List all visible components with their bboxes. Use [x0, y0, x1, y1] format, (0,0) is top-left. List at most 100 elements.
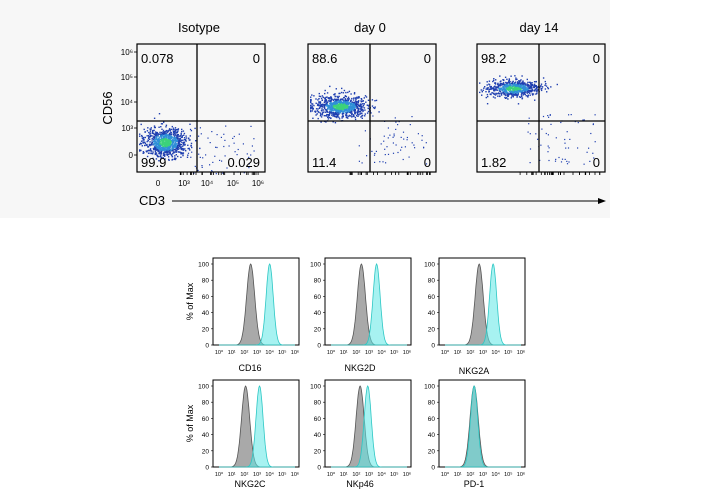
event-dot: [330, 104, 332, 107]
event-dot: [149, 130, 152, 132]
event-dot: [519, 96, 522, 98]
y-tick-label: 20: [202, 326, 210, 333]
event-dot: [529, 92, 531, 94]
event-dot: [324, 99, 326, 102]
event-dot: [142, 151, 145, 153]
event-dot: [167, 134, 170, 136]
event-dot: [353, 104, 355, 106]
x-tick-label: 10⁶: [403, 349, 411, 356]
x-tick-label: 10⁰: [327, 349, 336, 356]
event-dot: [502, 86, 504, 88]
event-dot: [361, 162, 363, 164]
event-dot: [151, 135, 153, 137]
event-dot: [144, 141, 146, 143]
event-dot: [523, 89, 526, 91]
event-dot: [222, 172, 224, 174]
event-dot: [541, 87, 543, 90]
event-dot: [314, 111, 317, 113]
event-dot: [353, 93, 356, 95]
event-dot: [545, 83, 547, 85]
event-dot: [338, 116, 340, 119]
event-dot: [183, 137, 186, 139]
event-dot: [525, 95, 527, 97]
event-dot: [322, 96, 324, 98]
event-dot: [535, 81, 537, 83]
dotplot-x-tick-label: 10⁵: [227, 179, 239, 188]
x-tick-label: 10⁶: [291, 471, 299, 478]
event-dot: [150, 150, 152, 152]
event-dot: [335, 112, 337, 115]
event-dot: [357, 115, 359, 117]
event-dot: [334, 95, 336, 98]
event-dot: [365, 101, 367, 103]
event-dot: [176, 137, 178, 139]
event-dot: [550, 123, 552, 125]
event-dot: [155, 145, 157, 147]
event-dot: [169, 152, 172, 155]
event-dot: [517, 87, 520, 89]
event-dot: [329, 85, 331, 88]
event-dot: [142, 141, 144, 143]
event-dot: [509, 89, 511, 92]
event-dot: [531, 93, 533, 95]
event-dot: [174, 155, 176, 157]
y-tick-label: 40: [202, 310, 210, 317]
event-dot: [320, 105, 323, 107]
event-dot: [414, 147, 416, 149]
event-dot: [517, 103, 520, 105]
event-dot: [326, 105, 328, 107]
y-tick-label: 20: [314, 448, 322, 455]
event-dot: [166, 147, 168, 149]
event-dot: [335, 113, 338, 116]
event-dot: [577, 147, 579, 149]
event-dot: [157, 134, 159, 136]
event-dot: [509, 93, 511, 95]
event-dot: [488, 89, 490, 91]
event-dot: [331, 107, 333, 110]
event-dot: [165, 143, 168, 145]
event-dot: [329, 111, 331, 114]
event-dot: [159, 136, 161, 138]
event-dot: [348, 103, 350, 105]
event-dot: [547, 115, 549, 117]
event-dot: [514, 90, 517, 92]
event-dot: [149, 138, 151, 140]
event-dot: [518, 80, 520, 82]
event-dot: [205, 154, 207, 156]
event-dot: [325, 96, 327, 99]
event-dot: [333, 93, 335, 96]
event-dot: [344, 95, 347, 97]
event-dot: [351, 97, 353, 100]
event-dot: [358, 160, 360, 162]
event-dot: [160, 146, 162, 148]
event-dot: [320, 116, 323, 118]
event-dot: [165, 130, 167, 132]
event-dot: [171, 149, 174, 151]
event-dot: [515, 94, 517, 96]
event-dot: [321, 114, 324, 116]
event-dot: [179, 151, 181, 153]
event-dot: [507, 80, 510, 82]
event-dot: [499, 81, 501, 83]
event-dot: [162, 147, 164, 150]
marker-label: NKG2C: [234, 479, 266, 489]
event-dot: [176, 147, 179, 149]
event-dot: [179, 140, 181, 142]
event-dot: [328, 98, 330, 100]
event-dot: [174, 149, 176, 151]
event-dot: [202, 157, 204, 159]
event-dot: [348, 106, 350, 108]
event-dot: [522, 88, 524, 90]
event-dot: [320, 104, 322, 106]
event-dot: [141, 135, 143, 138]
event-dot: [173, 148, 175, 151]
event-dot: [171, 140, 174, 142]
event-dot: [353, 115, 355, 117]
event-dot: [504, 88, 507, 90]
event-dot: [154, 140, 157, 143]
event-dot: [522, 87, 524, 89]
event-dot: [177, 148, 179, 150]
event-dot: [524, 91, 526, 93]
event-dot: [558, 156, 560, 159]
event-dot: [504, 92, 506, 95]
